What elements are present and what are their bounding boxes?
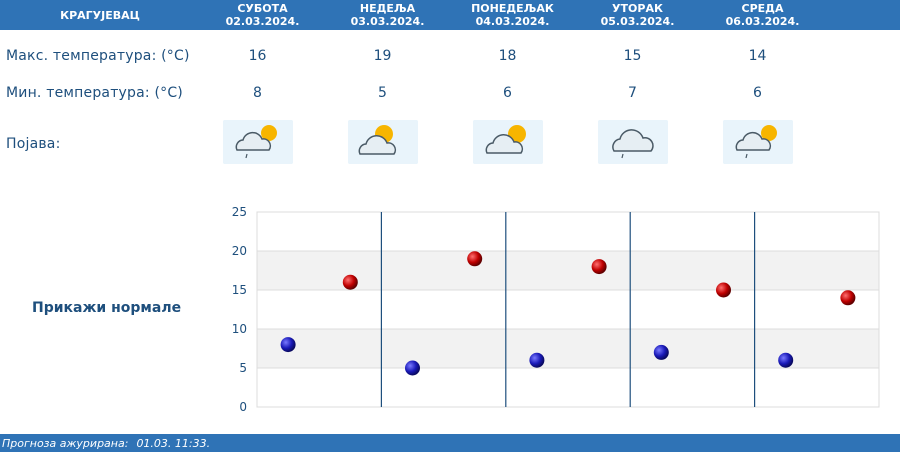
day-name: УТОРАК: [612, 2, 663, 15]
show-normals-link[interactable]: Прикажи нормале: [32, 300, 182, 316]
min-temp-point: [529, 352, 545, 368]
min-temp-point: [405, 360, 420, 376]
weather-icons-row: [195, 120, 820, 164]
max-temp-point: [342, 274, 358, 290]
grid-band: [257, 329, 879, 368]
max-temp-point: [840, 290, 856, 306]
day-date: 04.03.2024.: [475, 15, 550, 28]
max-temp-point: [591, 259, 607, 275]
updated-value: 01.03. 11:33.: [136, 436, 211, 450]
max-temp-value: 15: [623, 48, 642, 64]
forecast-header: КРАГУЈЕВАЦ СУБОТА 02.03.2024. НЕДЕЉА 03.…: [0, 0, 900, 30]
day-header-4: УТОРАК 05.03.2024.: [575, 0, 700, 30]
min-temp-point: [653, 344, 669, 360]
y-axis-ticks: 0 5 10 15 20 25: [232, 205, 247, 414]
min-temp-row: 8 5 6 7 6: [253, 85, 882, 101]
data-points: [280, 251, 856, 376]
min-temp-point: [280, 337, 296, 353]
day-date: 05.03.2024.: [600, 15, 675, 28]
min-temp-label: Мин. температура: (°C): [6, 85, 183, 101]
y-tick-label: 5: [239, 361, 247, 375]
day-name: СУБОТА: [237, 2, 288, 15]
grid-bands: [257, 251, 879, 368]
day-name: НЕДЕЉА: [359, 2, 416, 15]
max-temp-row: 16 19 18 15 14: [249, 48, 882, 64]
temperature-chart: 0 5 10 15 20 25: [232, 205, 880, 414]
day-header-3: ПОНЕДЕЉАК 04.03.2024.: [450, 0, 575, 30]
max-temp-value: 16: [248, 48, 267, 64]
weather-icon-cell: [695, 120, 820, 164]
day-name: СРЕДА: [741, 2, 784, 15]
day-date: 02.03.2024.: [225, 15, 300, 28]
weather-icon-cell: [570, 120, 695, 164]
y-tick-label: 20: [232, 244, 247, 258]
max-temp-value: 19: [373, 48, 392, 64]
max-temp-value: 14: [748, 48, 767, 64]
day-date: 03.03.2024.: [350, 15, 425, 28]
cloudy-light-rain-icon: [597, 120, 668, 164]
y-tick-label: 25: [232, 205, 247, 219]
grid-band: [257, 251, 879, 290]
weather-icon-cell: [445, 120, 570, 164]
y-tick-label: 0: [239, 400, 247, 414]
update-footer: Прогноза ажурирана: 01.03. 11:33.: [0, 434, 900, 452]
plot-border: [256, 211, 880, 408]
max-temp-value: 18: [498, 48, 517, 64]
min-temp-value: 8: [253, 85, 262, 101]
day-header-2: НЕДЕЉА 03.03.2024.: [325, 0, 450, 30]
max-temp-point: [716, 282, 731, 298]
y-tick-label: 15: [232, 283, 247, 297]
updated-label: Прогноза ажурирана:: [2, 436, 129, 450]
day-name: ПОНЕДЕЉАК: [471, 2, 554, 15]
min-temp-value: 5: [378, 85, 387, 101]
day-header-1: СУБОТА 02.03.2024.: [200, 0, 325, 30]
partly-cloudy-sun-icon: [347, 120, 418, 164]
y-tick-label: 10: [232, 322, 247, 336]
min-temp-point: [778, 352, 794, 368]
partly-cloudy-sun-icon: [472, 120, 543, 164]
phenomenon-label: Појава:: [6, 136, 61, 152]
gridlines: [256, 211, 880, 408]
day-date: 06.03.2024.: [725, 15, 800, 28]
weather-icon-cell: [195, 120, 320, 164]
min-temp-value: 6: [503, 85, 512, 101]
max-temp-point: [467, 251, 483, 267]
day-header-5: СРЕДА 06.03.2024.: [700, 0, 825, 30]
weather-icon-cell: [320, 120, 445, 164]
city-name: КРАГУЈЕВАЦ: [60, 9, 140, 22]
day-separators: [380, 212, 756, 407]
min-temp-value: 7: [628, 85, 637, 101]
partly-cloudy-light-rain-icon: [222, 120, 293, 164]
min-temp-value: 6: [753, 85, 762, 101]
max-temp-label: Макс. температура: (°C): [6, 48, 190, 64]
partly-cloudy-light-rain-icon: [722, 120, 793, 164]
